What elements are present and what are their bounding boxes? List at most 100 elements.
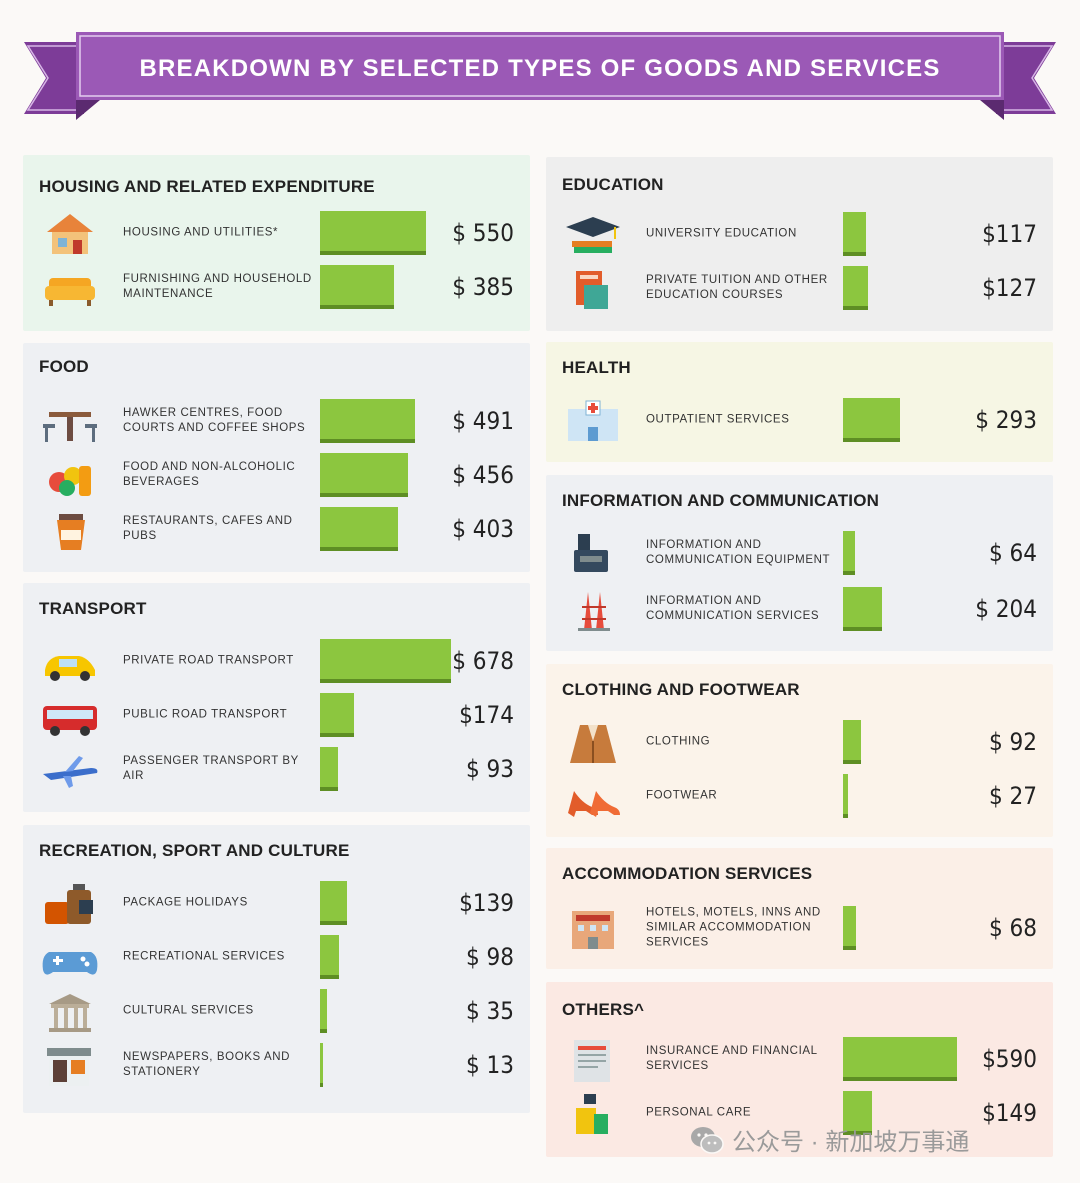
hotel-icon [572, 911, 614, 949]
panel-information-and-communication: INFORMATION AND COMMUNICATION INFORMATION… [546, 475, 1053, 651]
category-label: CULTURAL SERVICES [123, 1004, 254, 1017]
bar [843, 266, 868, 310]
high-heels-icon [568, 791, 620, 817]
page-title: BREAKDOWN BY SELECTED TYPES OF GOODS AND… [139, 55, 941, 82]
luggage-icon [45, 884, 93, 924]
category-label: PRIVATE TUITION AND OTHER EDUCATION COUR… [646, 274, 828, 301]
bar [843, 774, 848, 818]
panel-title: OTHERS^ [562, 1000, 645, 1019]
panel-transport: TRANSPORT PRIVATE ROAD TRANSPORT $ 678 PUBL… [23, 583, 530, 812]
data-label: $590 [982, 1045, 1037, 1073]
panel-title: RECREATION, SPORT AND CULTURE [39, 841, 350, 860]
chart-row: UNIVERSITY EDUCATION $117 [546, 207, 1053, 261]
category-label: CLOTHING [646, 735, 711, 748]
chart-row: CLOTHING $ 92 [546, 715, 1053, 769]
panel-education: EDUCATION UNIVERSITY EDUCATION $117 PRIVATE… [546, 157, 1053, 331]
category-label: NEWSPAPERS, BOOKS AND STATIONERY [123, 1051, 291, 1078]
data-label: $ 204 [975, 595, 1037, 623]
watermark: 公众号 · 新加坡万事通 [690, 1122, 969, 1157]
category-label: RECREATIONAL SERVICES [123, 950, 285, 963]
category-label: FOOD AND NON-ALCOHOLIC BEVERAGES [123, 461, 296, 488]
panel-others: OTHERS^ INSURANCE AND FINANCIAL SERVICES $… [546, 982, 1053, 1157]
phone-icon [574, 534, 608, 572]
bar [320, 989, 327, 1033]
data-label: $ 678 [452, 647, 514, 675]
category-label: HOTELS, MOTELS, INNS AND SIMILAR ACCOMMO… [646, 906, 821, 949]
category-label: HOUSING AND UTILITIES* [123, 226, 279, 239]
category-label: INFORMATION AND COMMUNICATION EQUIPMENT [646, 539, 831, 566]
data-label: $ 456 [452, 461, 514, 489]
panel-title: INFORMATION AND COMMUNICATION [562, 491, 880, 510]
bar [843, 720, 861, 764]
bar [843, 1037, 957, 1081]
chart-row: PERSONAL CARE $149 [546, 1086, 1053, 1140]
chart-row: HOUSING AND UTILITIES* $ 550 [23, 206, 530, 260]
sofa-icon [45, 278, 95, 306]
jacket-icon [570, 725, 616, 763]
bar [843, 1091, 872, 1135]
category-label: PERSONAL CARE [646, 1106, 752, 1119]
category-label: INFORMATION AND COMMUNICATION SERVICES [646, 595, 820, 622]
bar [843, 398, 900, 442]
category-label: RESTAURANTS, CAFES AND PUBS [123, 515, 293, 542]
data-label: $139 [459, 889, 514, 917]
news-stand-icon [47, 1048, 91, 1086]
data-label: $ 27 [988, 782, 1037, 810]
panel-accommodation-services: ACCOMMODATION SERVICES HOTELS, MOTELS, IN… [546, 848, 1053, 969]
books-icon [576, 271, 608, 309]
category-label: PASSENGER TRANSPORT BY AIR [123, 755, 299, 782]
chart-row: FOOD AND NON-ALCOHOLIC BEVERAGES $ 456 [23, 448, 530, 502]
category-label: FURNISHING AND HOUSEHOLD MAINTENANCE [123, 273, 312, 300]
bar [320, 211, 426, 255]
data-label: $ 13 [465, 1051, 514, 1079]
panel-title: TRANSPORT [39, 599, 147, 618]
chart-row: CULTURAL SERVICES $ 35 [23, 984, 530, 1038]
panel-title: HEALTH [562, 358, 631, 377]
chart-row: RECREATIONAL SERVICES $ 98 [23, 930, 530, 984]
data-label: $ 403 [452, 515, 514, 543]
panel-clothing-and-footwear: CLOTHING AND FOOTWEAR CLOTHING $ 92 FOOTWEA… [546, 664, 1053, 837]
bar [320, 265, 394, 309]
panel-food: FOOD HAWKER CENTRES, FOOD COURTS AND COFF… [23, 343, 530, 572]
table-chairs-icon [43, 412, 97, 442]
chart-row: OUTPATIENT SERVICES $ 293 [546, 393, 1053, 447]
data-label: $117 [982, 220, 1037, 248]
car-icon [45, 656, 95, 681]
data-label: $ 92 [988, 728, 1037, 756]
category-label: OUTPATIENT SERVICES [646, 413, 790, 426]
chart-row: PASSENGER TRANSPORT BY AIR $ 93 [23, 742, 530, 796]
gamepad-icon [42, 952, 98, 975]
bar [320, 747, 338, 791]
data-label: $ 93 [465, 755, 514, 783]
graduation-cap-icon [566, 217, 620, 253]
panel-health: HEALTH OUTPATIENT SERVICES $ 293 [546, 342, 1053, 462]
data-label: $127 [982, 274, 1037, 302]
category-label: PACKAGE HOLIDAYS [123, 896, 248, 909]
data-label: $ 293 [975, 406, 1037, 434]
document-icon [574, 1040, 610, 1082]
bar [320, 693, 354, 737]
wechat-icon [691, 1126, 724, 1154]
chart-row: PRIVATE TUITION AND OTHER EDUCATION COUR… [546, 261, 1053, 315]
bar [320, 1043, 323, 1087]
antenna-tower-icon [578, 592, 610, 631]
museum-icon [49, 994, 91, 1032]
bus-icon [43, 706, 97, 736]
category-label: INSURANCE AND FINANCIAL SERVICES [646, 1045, 818, 1072]
chart-row: NEWSPAPERS, BOOKS AND STATIONERY $ 13 [23, 1038, 530, 1092]
bar [843, 587, 882, 631]
clinic-icon [568, 400, 618, 441]
bar [320, 639, 451, 683]
chart-row: RESTAURANTS, CAFES AND PUBS $ 403 [23, 502, 530, 556]
title-ribbon [24, 32, 1056, 120]
chart-row: FURNISHING AND HOUSEHOLD MAINTENANCE $ 38… [23, 260, 530, 314]
chart-row: PUBLIC ROAD TRANSPORT $174 [23, 688, 530, 742]
bar [320, 453, 408, 497]
category-label: FOOTWEAR [646, 789, 718, 802]
category-label: PRIVATE ROAD TRANSPORT [123, 654, 294, 667]
bar [320, 935, 339, 979]
bar [843, 212, 866, 256]
fruits-icon [49, 466, 91, 496]
airplane-icon [43, 756, 98, 788]
panel-housing-and-related-expenditure: HOUSING AND RELATED EXPENDITURE HOUSING A… [23, 155, 530, 331]
